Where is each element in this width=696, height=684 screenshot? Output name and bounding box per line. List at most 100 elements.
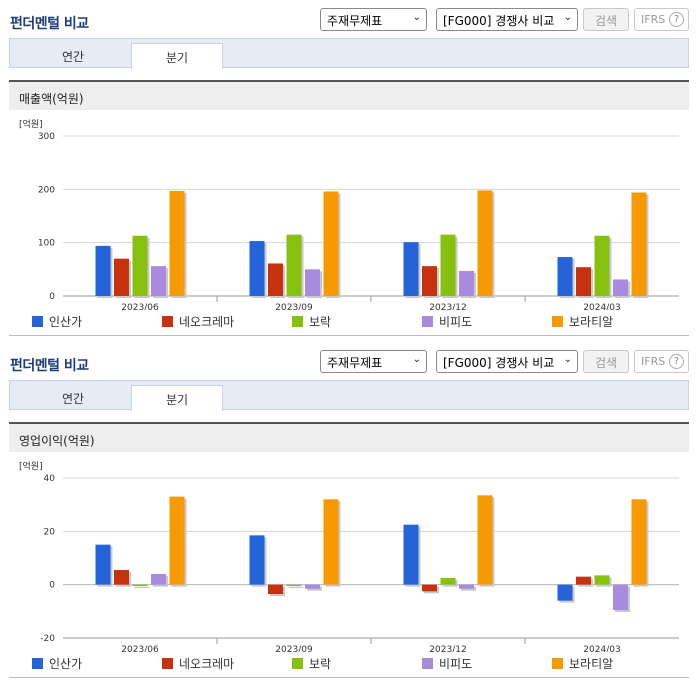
chart-legend: 인산가 네오크레마 보락 비피도 보라티알 (32, 313, 672, 330)
statement-select[interactable]: 주재무제표 ⌄ (320, 350, 427, 373)
bar (403, 524, 419, 585)
bar (151, 266, 166, 296)
bar (459, 270, 474, 296)
legend-item[interactable]: 비피도 (422, 313, 472, 330)
ifrs-button[interactable]: IFRS? (634, 350, 689, 373)
legend-swatch (422, 658, 433, 669)
legend-item[interactable]: 보락 (292, 313, 331, 330)
y-tick-label: 40 (44, 474, 56, 484)
panel-title: 펀더멘털 비교 (10, 16, 89, 32)
legend-swatch (552, 658, 563, 669)
y-tick-label: 20 (44, 527, 56, 537)
bar (132, 235, 148, 296)
help-icon[interactable]: ? (669, 354, 684, 369)
x-tick-label: 2023/06 (121, 303, 159, 310)
bar (613, 279, 628, 296)
bar (169, 190, 185, 296)
legend-label: 비피도 (439, 657, 473, 671)
search-button[interactable]: 검색 (583, 8, 629, 31)
bar-shadow (307, 586, 322, 591)
bar (594, 575, 610, 585)
search-button[interactable]: 검색 (583, 350, 629, 373)
chevron-down-icon: ⌄ (563, 354, 572, 365)
panel-header: 펀더멘털 비교 주재무제표 ⌄ [FG000] 경쟁사 비교 ⌄ 검색 IFRS? (0, 342, 696, 380)
legend-swatch (162, 316, 173, 327)
bar (286, 234, 302, 296)
legend-item[interactable]: 네오크레마 (162, 313, 234, 330)
legend-label: 보라티알 (569, 657, 614, 671)
legend-item[interactable]: 보라티알 (552, 655, 613, 672)
statement-select-value: 주재무제표 (327, 356, 383, 370)
x-tick-label: 2023/12 (429, 645, 466, 652)
bar (557, 584, 573, 601)
legend-item[interactable]: 보라티알 (552, 313, 613, 330)
legend-label: 보라티알 (569, 315, 614, 329)
unit-label: [억원] (19, 120, 43, 130)
x-tick-label: 2024/03 (583, 303, 620, 310)
compare-select-value: [FG000] 경쟁사 비교 (443, 356, 555, 370)
bar-shadow (134, 586, 150, 588)
bar (631, 499, 647, 585)
legend-item[interactable]: 비피도 (422, 655, 472, 672)
x-tick-label: 2023/06 (121, 645, 159, 652)
legend-label: 비피도 (439, 315, 473, 329)
legend-label: 보락 (309, 315, 332, 329)
tab-quarter[interactable]: 분기 (131, 385, 223, 411)
bar (169, 496, 185, 585)
help-icon[interactable]: ? (669, 12, 684, 27)
tab-annual[interactable]: 연간 (61, 392, 85, 406)
legend-label: 보락 (309, 657, 332, 671)
panel-title: 펀더멘털 비교 (10, 358, 89, 374)
bar (477, 495, 493, 585)
bar (422, 266, 437, 296)
ifrs-label: IFRS (641, 13, 666, 26)
period-tabs: 연간 분기 (9, 380, 689, 411)
bar (95, 245, 111, 296)
legend-label: 인산가 (49, 657, 83, 671)
divider (9, 677, 689, 678)
y-tick-label: 300 (38, 132, 55, 142)
legend-item[interactable]: 인산가 (32, 655, 82, 672)
legend-swatch (162, 658, 173, 669)
bar (613, 584, 628, 610)
legend-item[interactable]: 네오크레마 (162, 655, 234, 672)
legend-label: 네오크레마 (179, 315, 235, 329)
bar (95, 544, 111, 585)
legend-swatch (32, 658, 43, 669)
bar (249, 241, 265, 296)
legend-item[interactable]: 보락 (292, 655, 331, 672)
tab-annual[interactable]: 연간 (61, 50, 85, 64)
bar (114, 570, 129, 585)
divider (9, 335, 689, 336)
x-tick-label: 2023/12 (429, 303, 466, 310)
bar (459, 584, 474, 589)
bar (305, 269, 320, 296)
chevron-down-icon: ⌄ (412, 354, 421, 365)
chevron-down-icon: ⌄ (412, 12, 421, 23)
chevron-down-icon: ⌄ (563, 12, 572, 23)
bar (440, 234, 456, 296)
bar (422, 584, 437, 592)
legend-item[interactable]: 인산가 (32, 313, 82, 330)
y-tick-label: 0 (49, 581, 55, 591)
statement-select-value: 주재무제표 (327, 14, 383, 28)
legend-swatch (292, 316, 303, 327)
legend-swatch (32, 316, 43, 327)
tab-quarter[interactable]: 분기 (131, 43, 223, 69)
bar-shadow (461, 586, 476, 591)
section-title: 매출액(억원) (9, 80, 689, 110)
statement-select[interactable]: 주재무제표 ⌄ (320, 8, 427, 31)
bar (323, 499, 339, 585)
legend-swatch (552, 316, 563, 327)
bar (249, 535, 265, 585)
ifrs-button[interactable]: IFRS? (634, 8, 689, 31)
bar-shadow (288, 586, 304, 588)
ifrs-label: IFRS (641, 355, 666, 368)
x-tick-label: 2023/09 (275, 645, 313, 652)
legend-swatch (422, 316, 433, 327)
bar (151, 574, 166, 585)
bar (268, 584, 283, 594)
compare-select-value: [FG000] 경쟁사 비교 (443, 14, 555, 28)
compare-select[interactable]: [FG000] 경쟁사 비교 ⌄ (436, 8, 578, 31)
compare-select[interactable]: [FG000] 경쟁사 비교 ⌄ (436, 350, 578, 373)
